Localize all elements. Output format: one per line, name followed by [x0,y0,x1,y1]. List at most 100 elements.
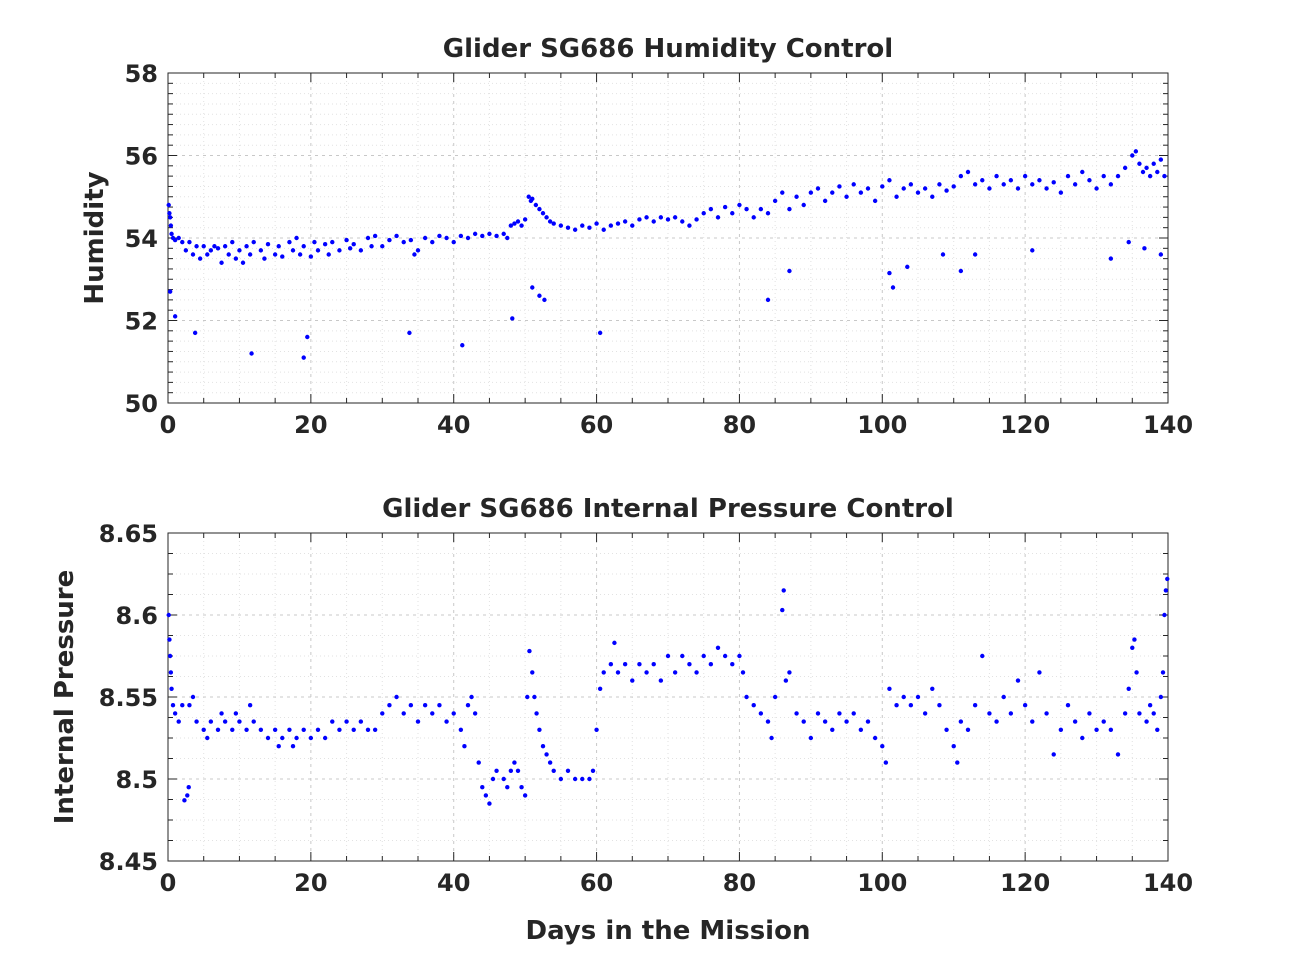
data-point [1158,252,1164,257]
data-point [1030,182,1035,187]
data-point [1108,256,1114,261]
data-point [980,653,985,659]
data-point [272,252,278,257]
data-point [192,330,198,336]
data-point [337,248,342,253]
data-point [276,744,281,749]
data-point [1044,186,1049,191]
data-point [469,694,474,700]
data-point [294,235,299,241]
data-point [344,719,349,724]
data-point [1094,186,1099,191]
data-point [525,694,530,700]
data-point [1126,686,1131,691]
data-point [658,678,664,683]
data-point [530,670,535,675]
data-point [430,711,435,716]
y-tick-label: 8.55 [99,684,158,712]
data-point [401,711,406,716]
data-point [1158,694,1164,700]
data-point [787,670,792,675]
data-point [465,703,471,708]
data-point [622,662,628,667]
data-point [769,735,774,741]
data-point [908,182,914,187]
data-point [222,719,228,724]
data-point [1155,169,1160,175]
data-point [408,237,414,243]
data-point [1144,165,1149,171]
data-point [1130,153,1135,158]
data-point [622,219,628,224]
data-point [887,270,892,276]
y-tick-label: 54 [125,225,158,253]
data-point [680,653,685,659]
data-point [815,711,821,716]
data-point [1142,246,1147,251]
data-point [1108,727,1114,732]
data-point [1001,694,1006,700]
data-point [944,727,949,732]
x-tick-label: 80 [723,411,756,439]
data-point [1122,165,1128,171]
data-point [794,194,799,199]
data-point [444,235,449,241]
data-point [301,727,306,732]
data-point [187,703,192,708]
data-point [780,607,785,613]
data-point [1147,703,1153,708]
data-point [1058,190,1064,195]
data-point [1044,711,1049,716]
data-point [527,648,532,654]
data-point [687,662,692,667]
data-point [462,744,467,749]
x-tick-label: 140 [1143,411,1193,439]
data-point [837,184,842,189]
x-tick-label: 60 [580,411,613,439]
data-point [262,256,267,261]
data-point [715,215,721,220]
data-point [722,204,728,210]
data-point [865,719,871,724]
data-point [394,233,399,239]
data-point [1132,637,1137,642]
data-point [980,178,985,183]
data-point [658,215,664,220]
data-point [208,248,214,253]
data-point [526,194,531,199]
data-point [665,653,671,659]
data-point [167,289,173,294]
data-point [808,735,814,741]
data-point [258,727,264,732]
data-point [247,252,253,257]
data-point [890,285,896,290]
data-point [322,735,328,741]
data-point [172,237,178,243]
data-point [544,752,549,757]
data-point [1037,670,1042,675]
data-point [365,727,371,732]
data-point [294,735,299,741]
data-point [994,173,999,179]
data-point [201,727,206,732]
data-point [172,711,178,716]
data-point [215,727,221,732]
data-point [922,711,928,716]
data-point [265,735,271,741]
x-tick-label: 100 [857,411,907,439]
data-point [166,202,171,208]
data-point [515,219,521,224]
data-point [226,252,231,257]
data-point [994,719,999,724]
data-point [337,727,342,732]
data-point [408,703,414,708]
data-point [172,314,178,319]
data-point [637,662,642,667]
data-point [180,239,185,245]
data-point [858,190,864,195]
data-point [872,198,878,204]
data-point [558,223,564,228]
data-point [787,268,792,274]
data-point [965,169,971,175]
data-point [280,735,285,741]
